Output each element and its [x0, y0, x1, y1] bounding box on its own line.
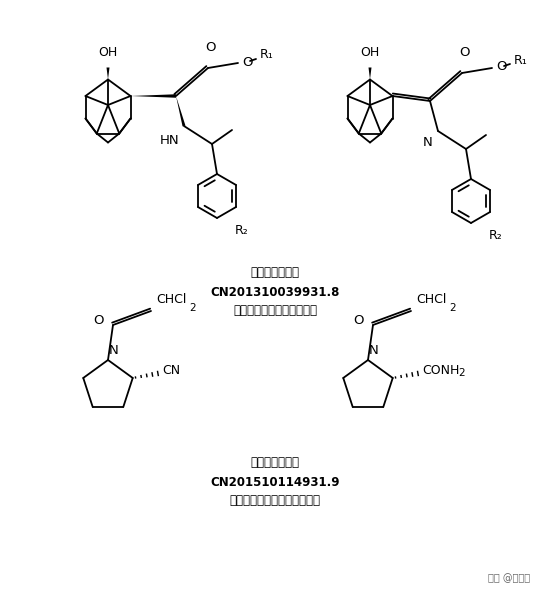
- Text: 上海现代制药股份有限公司: 上海现代制药股份有限公司: [233, 304, 317, 317]
- Text: CHCl: CHCl: [156, 293, 186, 306]
- Text: 2: 2: [189, 303, 196, 313]
- Text: R₂: R₂: [489, 229, 503, 242]
- Text: 宁波百思佳医药科技有限公司: 宁波百思佳医药科技有限公司: [229, 493, 321, 507]
- Text: N: N: [423, 136, 433, 149]
- Text: R₁: R₁: [260, 49, 274, 61]
- Text: OH: OH: [98, 46, 118, 59]
- Text: 2: 2: [459, 368, 465, 378]
- Text: CN: CN: [163, 364, 181, 377]
- Text: HN: HN: [160, 134, 180, 147]
- Text: O: O: [459, 46, 469, 59]
- Text: 2: 2: [449, 303, 455, 313]
- Polygon shape: [368, 67, 371, 79]
- Polygon shape: [130, 94, 176, 98]
- Text: O: O: [496, 61, 507, 73]
- Text: N: N: [109, 344, 119, 357]
- Text: 沙格列汀中间体: 沙格列汀中间体: [250, 266, 300, 279]
- Text: CN201310039931.8: CN201310039931.8: [210, 285, 340, 299]
- Text: OH: OH: [360, 46, 379, 59]
- Text: O: O: [205, 41, 215, 54]
- Text: CONH: CONH: [423, 364, 460, 377]
- Text: CN201510114931.9: CN201510114931.9: [210, 475, 340, 489]
- Text: 头条 @药智网: 头条 @药智网: [488, 573, 530, 583]
- Text: R₁: R₁: [514, 53, 528, 67]
- Polygon shape: [176, 96, 185, 126]
- Polygon shape: [107, 67, 109, 79]
- Text: O: O: [242, 55, 252, 69]
- Text: R₂: R₂: [235, 224, 249, 237]
- Text: O: O: [93, 314, 103, 326]
- Text: N: N: [369, 344, 379, 357]
- Text: CHCl: CHCl: [416, 293, 447, 306]
- Text: 维格列汀中间体: 维格列汀中间体: [250, 457, 300, 469]
- Text: O: O: [353, 314, 363, 326]
